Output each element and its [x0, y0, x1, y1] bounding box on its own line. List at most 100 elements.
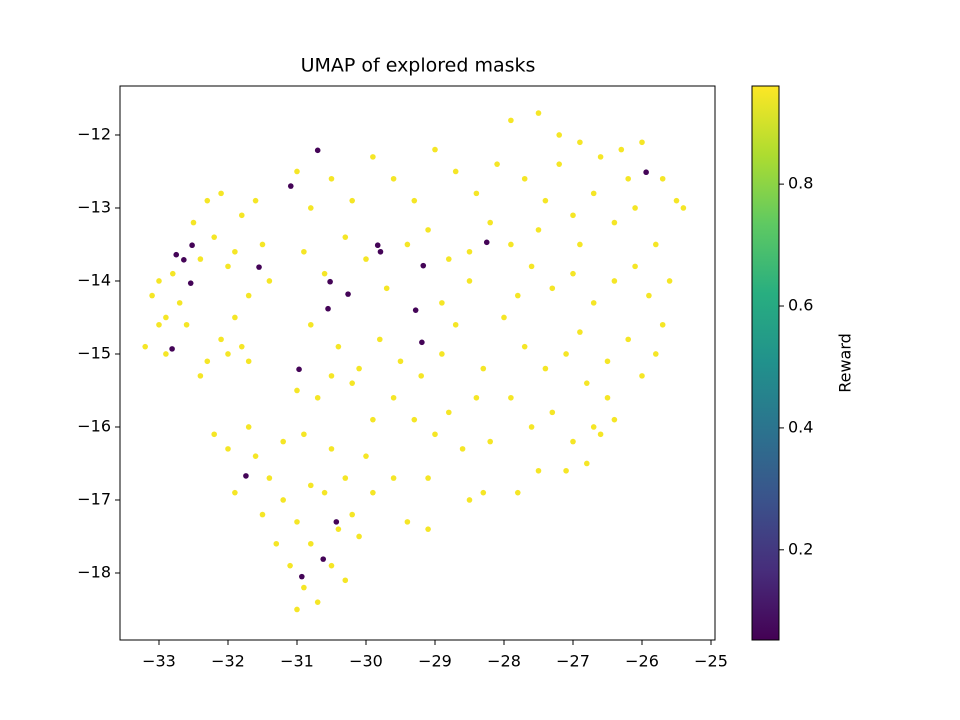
point — [404, 519, 411, 525]
point — [494, 161, 500, 167]
point — [528, 424, 535, 430]
point — [590, 190, 597, 197]
point — [466, 278, 473, 284]
point — [211, 234, 217, 240]
point — [320, 556, 327, 562]
point — [232, 248, 238, 255]
point — [273, 540, 280, 547]
point — [156, 321, 162, 328]
point — [611, 278, 618, 284]
point — [238, 343, 245, 350]
point — [349, 197, 355, 204]
point — [294, 519, 300, 525]
point — [466, 248, 473, 255]
point — [487, 438, 493, 445]
point — [521, 343, 528, 350]
point — [397, 358, 404, 365]
plot-frame — [119, 85, 716, 641]
y-tick-label: −18 — [77, 562, 111, 581]
point — [173, 251, 180, 258]
point — [225, 263, 231, 270]
point — [508, 117, 514, 124]
point — [225, 351, 231, 357]
point — [404, 241, 411, 248]
point — [452, 168, 459, 175]
point — [342, 577, 349, 584]
point — [535, 110, 542, 116]
point — [673, 197, 680, 204]
point — [666, 278, 673, 284]
point — [459, 446, 466, 452]
point — [314, 394, 321, 401]
point — [342, 475, 349, 481]
point — [577, 329, 583, 335]
point — [190, 219, 197, 226]
point — [390, 394, 397, 401]
point — [189, 242, 195, 249]
point — [325, 305, 331, 312]
point — [501, 314, 507, 321]
point — [419, 339, 425, 346]
point — [528, 263, 535, 270]
point — [535, 227, 542, 233]
point — [218, 336, 224, 343]
x-tick-label: −30 — [349, 652, 383, 671]
point — [639, 373, 645, 379]
x-tick-label: −28 — [487, 652, 521, 671]
point — [363, 453, 369, 459]
point — [218, 190, 224, 197]
y-tick-label: −17 — [77, 489, 111, 508]
point — [514, 489, 521, 496]
point — [643, 169, 649, 176]
point — [169, 346, 175, 352]
point — [604, 358, 611, 365]
point — [314, 147, 321, 154]
point — [328, 446, 335, 452]
point — [204, 358, 211, 365]
point — [632, 205, 638, 211]
point — [163, 351, 169, 357]
point — [197, 373, 204, 379]
chart-title: UMAP of explored masks — [301, 55, 536, 77]
point — [266, 475, 273, 481]
point — [204, 197, 211, 204]
point — [480, 365, 487, 372]
x-tick-label: −27 — [556, 652, 590, 671]
point — [287, 562, 293, 569]
colorbar-tick-label: 0.2 — [788, 539, 813, 558]
point — [163, 314, 169, 321]
point — [570, 270, 576, 277]
point — [659, 321, 666, 328]
point — [349, 511, 355, 518]
point — [659, 175, 666, 182]
point — [142, 343, 148, 350]
point — [483, 239, 490, 246]
point — [256, 264, 262, 270]
point — [245, 292, 252, 299]
point — [577, 241, 583, 248]
point — [301, 431, 307, 438]
point — [604, 394, 611, 401]
point — [280, 438, 286, 445]
x-tick-label: −26 — [625, 652, 659, 671]
point — [183, 321, 190, 328]
point — [169, 270, 176, 277]
point — [597, 154, 604, 160]
point — [535, 467, 542, 474]
point — [181, 257, 187, 263]
point — [583, 460, 590, 467]
point — [549, 285, 556, 292]
point — [466, 497, 473, 503]
point — [652, 241, 659, 248]
point — [383, 285, 390, 292]
point — [232, 489, 238, 496]
y-tick-label: −16 — [77, 416, 111, 435]
point — [176, 300, 183, 306]
point — [420, 262, 427, 269]
point — [508, 241, 514, 248]
point — [625, 336, 631, 343]
point — [611, 416, 618, 423]
point — [321, 489, 328, 496]
point — [328, 562, 335, 569]
